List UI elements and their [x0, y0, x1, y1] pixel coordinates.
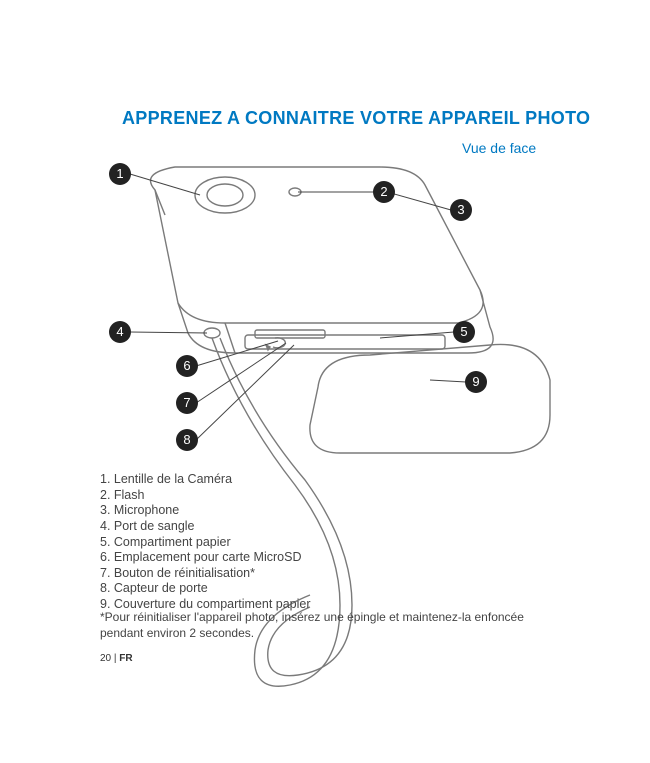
device-diagram — [80, 155, 580, 475]
legend-item: 3. Microphone — [100, 503, 311, 519]
callout-badge-4: 4 — [109, 321, 131, 343]
legend-item: 8. Capteur de porte — [100, 581, 311, 597]
legend-item: 4. Port de sangle — [100, 519, 311, 535]
legend-item: 5. Compartiment papier — [100, 535, 311, 551]
callout-badge-5: 5 — [453, 321, 475, 343]
footnote-text: *Pour réinitialiser l'appareil photo, in… — [100, 610, 530, 641]
callout-badge-6: 6 — [176, 355, 198, 377]
legend-item: 1. Lentille de la Caméra — [100, 472, 311, 488]
callout-badge-1: 1 — [109, 163, 131, 185]
page-number-prefix: 20 | — [100, 653, 119, 664]
legend-item: 6. Emplacement pour carte MicroSD — [100, 550, 311, 566]
legend-item: 7. Bouton de réinitialisation* — [100, 566, 311, 582]
page-number: 20 | FR — [100, 653, 133, 664]
subtitle: Vue de face — [462, 140, 536, 156]
callout-badge-8: 8 — [176, 429, 198, 451]
page-number-lang: FR — [119, 653, 132, 664]
legend-list: 1. Lentille de la Caméra 2. Flash 3. Mic… — [100, 472, 311, 613]
callout-badge-9: 9 — [465, 371, 487, 393]
callout-badge-3: 3 — [450, 199, 472, 221]
callout-badge-7: 7 — [176, 392, 198, 414]
legend-item: 2. Flash — [100, 488, 311, 504]
page-title: APPRENEZ A CONNAITRE VOTRE APPAREIL PHOT… — [122, 108, 590, 129]
callout-badge-2: 2 — [373, 181, 395, 203]
